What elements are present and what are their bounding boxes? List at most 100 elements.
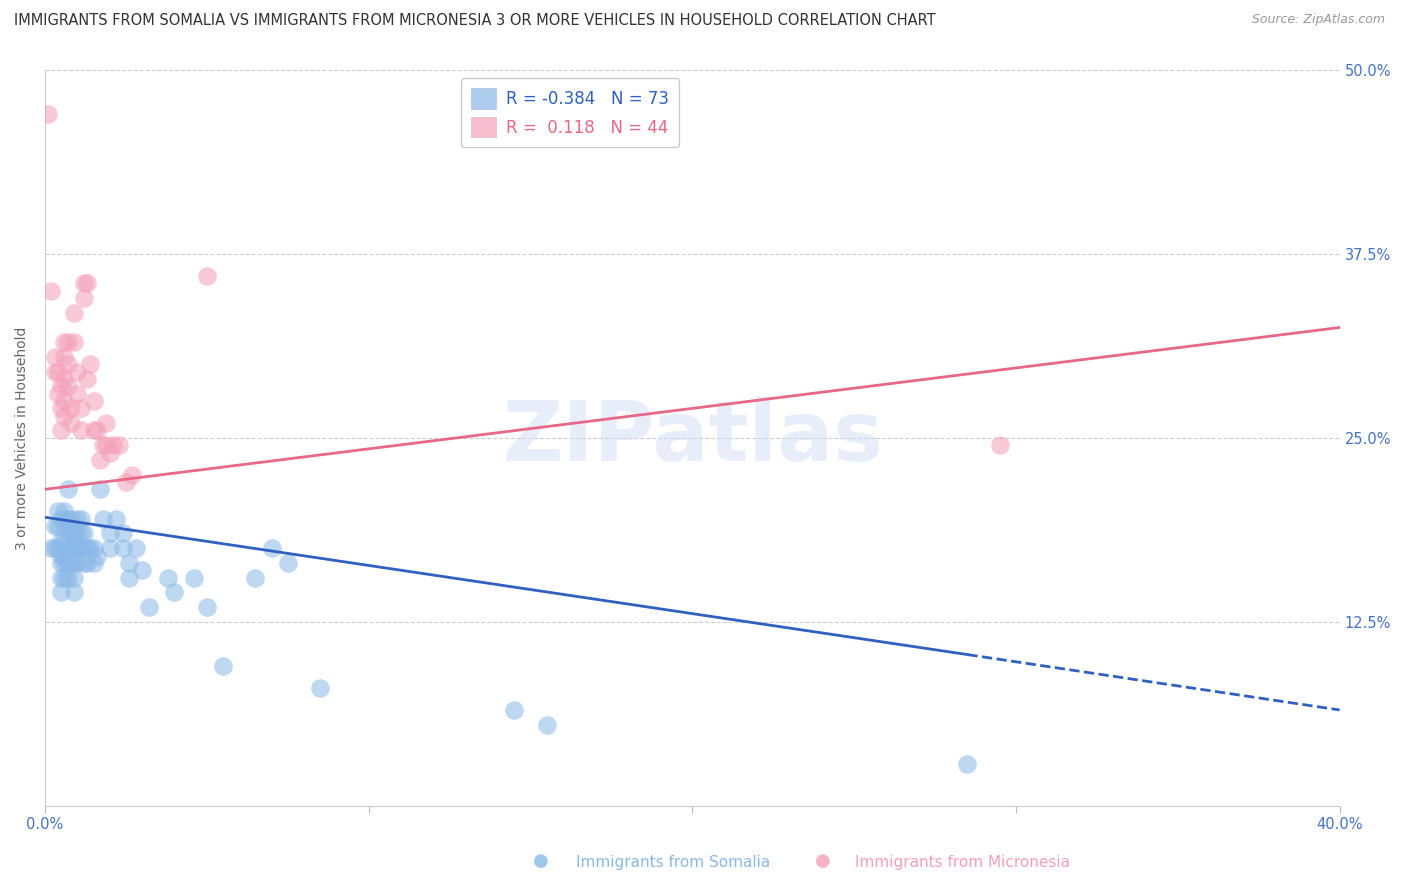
Point (118, 571, 141, 585)
Point (53, 394, 76, 409)
Point (44, 365, 66, 379)
Point (91, 438, 114, 452)
Point (277, 556, 299, 570)
Point (503, 703, 526, 717)
Text: Immigrants from Micronesia: Immigrants from Micronesia (855, 855, 1070, 870)
Point (91, 512, 114, 526)
Point (66, 365, 89, 379)
Point (536, 717, 558, 731)
Point (115, 475, 138, 489)
Point (73, 291, 96, 305)
Point (63, 585, 86, 599)
Point (53, 556, 76, 570)
Point (183, 571, 205, 585)
Point (56, 335, 79, 350)
Point (56, 571, 79, 585)
Point (108, 438, 131, 452)
Point (89, 453, 111, 467)
Point (49, 549, 72, 563)
Point (59, 526, 82, 541)
Point (59, 556, 82, 570)
Point (195, 268, 218, 283)
Point (46, 365, 69, 379)
Point (66, 526, 89, 541)
Point (83, 556, 105, 570)
Point (69, 541, 91, 556)
Point (96, 416, 118, 430)
Point (121, 467, 143, 482)
Point (83, 394, 105, 409)
Point (53, 335, 76, 350)
Point (59, 541, 82, 556)
Point (73, 277, 96, 291)
Point (44, 350, 66, 364)
Point (73, 556, 96, 570)
Point (69, 424, 91, 438)
Point (46, 386, 69, 401)
Point (53, 549, 76, 563)
Point (98, 526, 121, 541)
Point (105, 512, 128, 526)
Point (41, 541, 63, 556)
Point (56, 483, 79, 497)
Point (118, 556, 141, 570)
Point (49, 571, 72, 585)
Point (309, 681, 332, 695)
Text: IMMIGRANTS FROM SOMALIA VS IMMIGRANTS FROM MICRONESIA 3 OR MORE VEHICLES IN HOUS: IMMIGRANTS FROM SOMALIA VS IMMIGRANTS FR… (14, 13, 935, 29)
Point (76, 541, 98, 556)
Point (66, 386, 89, 401)
Point (49, 379, 72, 393)
Point (49, 533, 72, 548)
Point (79, 357, 101, 371)
Point (41, 284, 63, 298)
Point (83, 541, 105, 556)
Point (46, 519, 69, 533)
Point (53, 533, 76, 548)
Point (131, 563, 153, 577)
Point (53, 409, 76, 423)
Point (101, 438, 124, 452)
Point (111, 541, 134, 556)
Point (63, 556, 86, 570)
Point (76, 277, 98, 291)
Point (260, 541, 283, 556)
Point (49, 556, 72, 570)
Y-axis label: 3 or more Vehicles in Household: 3 or more Vehicles in Household (15, 326, 30, 549)
Point (56, 357, 79, 371)
Point (53, 350, 76, 364)
Point (69, 526, 91, 541)
Point (63, 541, 86, 556)
Point (56, 379, 79, 393)
Point (56, 512, 79, 526)
Point (96, 438, 118, 452)
Point (53, 519, 76, 533)
Point (73, 526, 96, 541)
Point (56, 541, 79, 556)
Point (245, 571, 267, 585)
Point (138, 599, 160, 614)
Point (69, 512, 91, 526)
Point (53, 372, 76, 386)
Point (63, 335, 86, 350)
Point (956, 757, 979, 772)
Point (111, 526, 134, 541)
Point (63, 306, 86, 320)
Point (59, 401, 82, 416)
Point (89, 483, 111, 497)
Point (46, 541, 69, 556)
Point (195, 599, 218, 614)
Point (124, 541, 146, 556)
Point (49, 585, 72, 599)
Point (49, 401, 72, 416)
Point (63, 526, 86, 541)
Point (98, 445, 121, 459)
Point (56, 556, 79, 570)
Text: ZIPatlas: ZIPatlas (502, 397, 883, 478)
Text: Source: ZipAtlas.com: Source: ZipAtlas.com (1251, 13, 1385, 27)
Point (53, 571, 76, 585)
Text: Immigrants from Somalia: Immigrants from Somalia (576, 855, 770, 870)
Point (53, 504, 76, 518)
Text: ●: ● (814, 852, 831, 870)
Point (63, 571, 86, 585)
Point (46, 504, 69, 518)
